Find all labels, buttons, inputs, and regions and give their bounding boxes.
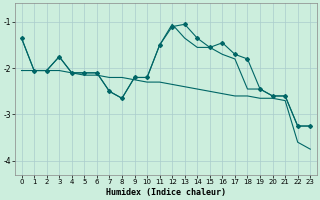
- X-axis label: Humidex (Indice chaleur): Humidex (Indice chaleur): [106, 188, 226, 197]
